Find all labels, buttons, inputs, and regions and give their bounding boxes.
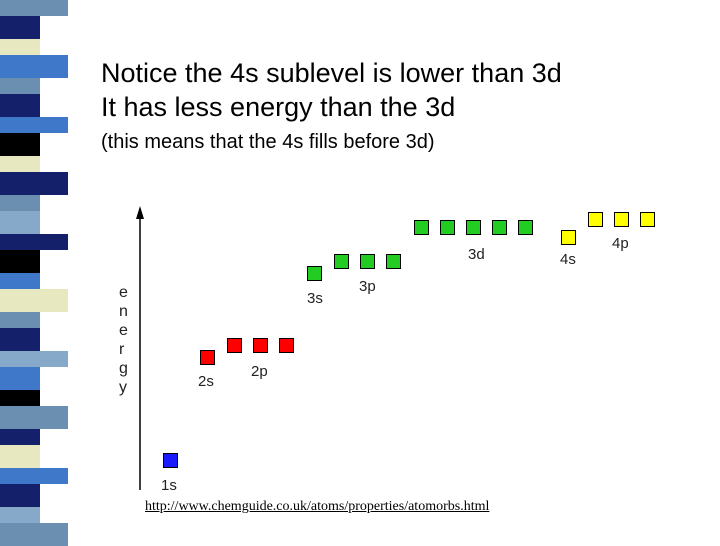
stripe-block [0,390,40,406]
orbital-box [386,254,401,269]
orbital-box [614,212,629,227]
sublevel-label: 3s [307,290,323,307]
orbital-box [640,212,655,227]
sublevel-label: 1s [161,477,177,494]
orbital-box [163,453,178,468]
stripe-block [0,351,68,367]
stripe-block [0,94,40,117]
orbital-box [334,254,349,269]
stripe-block [0,367,40,390]
slide-subtitle: (this means that the 4s fills before 3d) [101,131,435,153]
orbital-box [492,220,507,235]
orbital-box [307,266,322,281]
stripe-block [0,328,40,351]
stripe-block [0,273,40,289]
orbital-box [414,220,429,235]
stripe-block [0,445,40,468]
stripe-block [0,117,68,133]
stripe-block [0,211,40,234]
stripe-block [0,78,40,94]
stripe-block [0,195,40,211]
sublevel-label: 4p [612,235,629,252]
orbital-box [227,338,242,353]
stripe-block [0,133,40,156]
orbital-box [440,220,455,235]
axis-letter: n [119,303,128,320]
sublevel-label: 3p [359,278,376,295]
orbital-box [561,230,576,245]
stripe-block [0,156,40,172]
stripe-block [0,55,68,78]
slide-title-line-2: It has less energy than the 3d [101,92,456,122]
stripe-block [0,507,40,523]
sublevel-label: 4s [560,251,576,268]
orbital-box [360,254,375,269]
source-link[interactable]: http://www.chemguide.co.uk/atoms/propert… [145,499,490,514]
stripe-block [0,289,68,312]
orbital-box [466,220,481,235]
axis-letter: g [119,360,128,377]
slide-title-line-1: Notice the 4s sublevel is lower than 3d [101,58,562,88]
stripe-block [0,484,40,507]
stripe-block [0,39,40,55]
orbital-box [588,212,603,227]
axis-letter: e [119,284,128,301]
stripe-block [0,250,40,273]
stripe-block [0,468,68,484]
sublevel-label: 2s [198,373,214,390]
sublevel-label: 3d [468,246,485,263]
stripe-block [0,312,40,328]
orbital-box [253,338,268,353]
stripe-block [0,406,68,429]
orbital-box [200,350,215,365]
orbital-box [518,220,533,235]
stripe-block [0,429,40,445]
stripe-block [0,172,68,195]
stripe-block [0,0,68,16]
decorative-stripe [0,0,68,546]
stripe-block [0,234,68,250]
axis-letter: r [119,341,125,358]
stripe-block [0,16,40,39]
axis-letter: y [119,379,127,396]
axis-letter: e [119,322,128,339]
sublevel-label: 2p [251,363,268,380]
orbital-box [279,338,294,353]
